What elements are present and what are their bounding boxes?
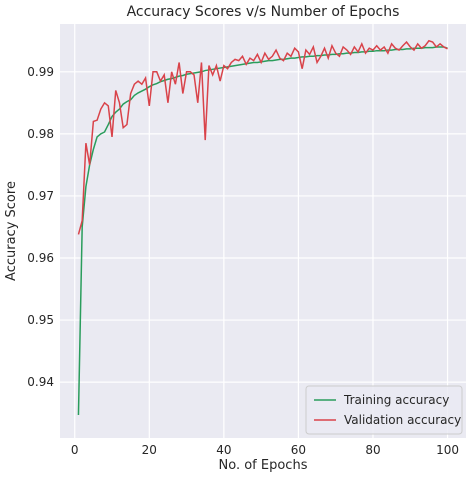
y-tick-label: 0.99	[27, 65, 54, 79]
legend-label: Training accuracy	[343, 393, 449, 407]
x-tick-label: 100	[436, 443, 459, 457]
legend-label: Validation accuracy	[344, 413, 461, 427]
y-axis-label: Accuracy Score	[4, 181, 19, 281]
y-tick-label: 0.94	[27, 375, 54, 389]
y-tick-label: 0.95	[27, 313, 54, 327]
x-tick-label: 80	[365, 443, 380, 457]
legend-box	[305, 385, 463, 435]
x-tick-label: 60	[291, 443, 306, 457]
y-tick-label: 0.98	[27, 127, 54, 141]
x-tick-label: 40	[216, 443, 231, 457]
plot-area	[60, 24, 466, 438]
x-tick-label: 0	[71, 443, 79, 457]
x-tick-label: 20	[142, 443, 157, 457]
x-axis-label: No. of Epochs	[219, 458, 308, 473]
y-tick-label: 0.97	[27, 189, 54, 203]
y-tick-label: 0.96	[27, 251, 54, 265]
series-line	[77, 39, 448, 235]
chart-title: Accuracy Scores v/s Number of Epochs	[127, 4, 400, 20]
